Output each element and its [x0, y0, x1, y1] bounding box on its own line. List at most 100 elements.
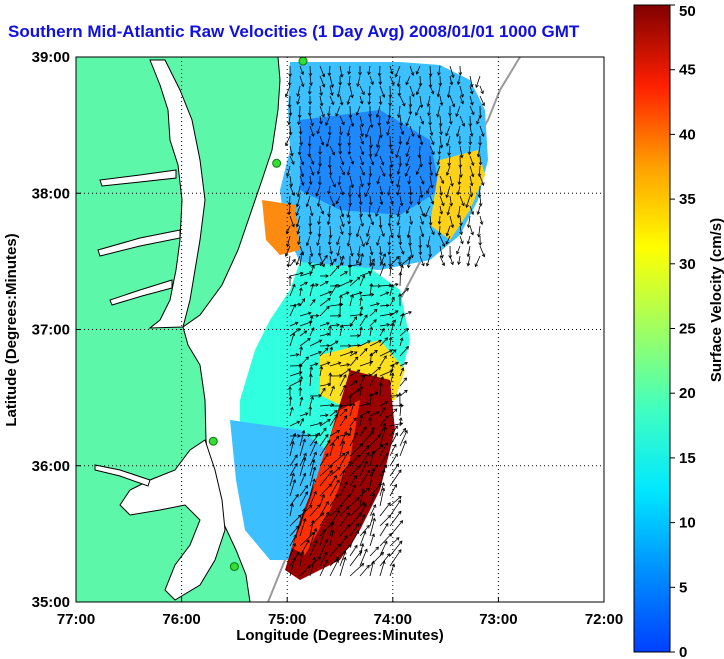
- velocity-arrow: [379, 401, 388, 407]
- velocity-arrowhead: [361, 172, 365, 176]
- velocity-arrowhead: [334, 410, 338, 414]
- velocity-arrow: [399, 125, 404, 135]
- velocity-arrow: [379, 185, 383, 195]
- velocity-arrowhead: [447, 152, 452, 157]
- velocity-arrow: [349, 388, 360, 397]
- velocity-arrowhead: [426, 103, 431, 108]
- velocity-arrow: [308, 145, 311, 157]
- velocity-arrow: [289, 185, 295, 196]
- velocity-arrowhead: [459, 222, 463, 227]
- velocity-arrow: [448, 145, 451, 156]
- velocity-arrowhead: [353, 351, 358, 355]
- velocity-arrow: [309, 175, 312, 185]
- velocity-arrow: [338, 175, 341, 185]
- velocity-arrowhead: [338, 504, 343, 509]
- velocity-arrowhead: [346, 172, 351, 176]
- velocity-arrowhead: [343, 408, 348, 413]
- velocity-arrow: [296, 195, 301, 207]
- velocity-arrow: [365, 125, 371, 138]
- velocity-arrowhead: [393, 443, 397, 448]
- velocity-arrow: [299, 376, 302, 387]
- velocity-arrowhead: [450, 182, 454, 187]
- velocity-arrowhead: [317, 233, 322, 238]
- velocity-arrowhead: [314, 539, 318, 544]
- velocity-arrowhead: [402, 427, 407, 432]
- velocity-arrow: [405, 75, 411, 85]
- velocity-arrow: [349, 263, 362, 267]
- y-axis-label: Latitude (Degrees:Minutes): [3, 233, 20, 426]
- velocity-arrowhead: [292, 258, 296, 263]
- velocity-arrowhead: [328, 465, 333, 469]
- velocity-arrow: [469, 225, 474, 235]
- velocity-arrowhead: [294, 462, 298, 467]
- velocity-arrow: [429, 165, 433, 176]
- velocity-arrow: [389, 362, 399, 367]
- velocity-arrowhead: [298, 363, 303, 368]
- velocity-arrowhead: [358, 549, 363, 554]
- velocity-arrowhead: [308, 231, 313, 236]
- velocity-arrow: [289, 421, 300, 427]
- velocity-arrowhead: [301, 429, 306, 434]
- velocity-arrowhead: [369, 282, 374, 287]
- velocity-arrowhead: [459, 174, 463, 178]
- velocity-arrowhead: [394, 310, 399, 314]
- velocity-arrow: [289, 272, 304, 277]
- x-axis-ticks: 77:00 76:00 75:00 74:00 73:00 72:00: [57, 597, 623, 628]
- velocity-arrowhead: [307, 433, 312, 438]
- velocity-arrow: [289, 175, 292, 187]
- velocity-arrowhead: [294, 454, 298, 459]
- velocity-arrowhead: [384, 442, 388, 446]
- velocity-arrowhead: [351, 402, 355, 406]
- velocity-arrowhead: [374, 349, 378, 354]
- velocity-arrowhead: [346, 505, 350, 510]
- velocity-arrow: [329, 85, 333, 96]
- velocity-arrow: [409, 185, 412, 195]
- velocity-arrow: [289, 543, 296, 557]
- velocity-arrowhead: [388, 533, 393, 537]
- velocity-arrow: [309, 135, 311, 147]
- velocity-arrowhead: [480, 90, 484, 95]
- velocity-arrowhead: [312, 478, 316, 483]
- velocity-arrow: [429, 225, 435, 235]
- velocity-arrowhead: [360, 133, 364, 137]
- velocity-arrow: [306, 195, 311, 207]
- velocity-arrowhead: [381, 482, 385, 486]
- velocity-arrowhead: [326, 361, 331, 365]
- velocity-arrow: [349, 351, 358, 357]
- velocity-arrowhead: [388, 214, 393, 219]
- velocity-arrowhead: [316, 203, 321, 207]
- velocity-arrow: [299, 321, 313, 327]
- velocity-arrowhead: [391, 81, 395, 86]
- velocity-arrow: [409, 195, 412, 205]
- velocity-arrowhead: [323, 427, 327, 432]
- velocity-arrow: [299, 135, 302, 146]
- velocity-arrowhead: [337, 361, 342, 366]
- velocity-arrowhead: [405, 141, 410, 146]
- velocity-arrow: [409, 215, 412, 225]
- velocity-arrowhead: [302, 517, 307, 522]
- velocity-arrowhead: [313, 451, 317, 456]
- velocity-arrow: [389, 175, 393, 184]
- velocity-arrowhead: [350, 293, 354, 298]
- velocity-arrow: [309, 374, 312, 387]
- velocity-arrow: [329, 347, 333, 357]
- velocity-arrow: [356, 225, 361, 237]
- velocity-arrow: [309, 467, 316, 487]
- velocity-arrow: [339, 325, 343, 337]
- velocity-arrowhead: [408, 104, 413, 108]
- velocity-arrowhead: [417, 154, 422, 159]
- x-tick-label: 76:00: [162, 611, 200, 628]
- velocity-arrowhead: [415, 71, 420, 75]
- velocity-arrowhead: [316, 242, 320, 247]
- velocity-arrowhead: [431, 231, 435, 236]
- velocity-arrowhead: [379, 261, 384, 266]
- velocity-arrowhead: [376, 144, 380, 149]
- velocity-arrowhead: [478, 115, 483, 119]
- velocity-arrowhead: [346, 132, 351, 137]
- velocity-arrowhead: [335, 200, 340, 205]
- velocity-arrow: [399, 115, 402, 126]
- velocity-arrowhead: [372, 504, 377, 508]
- velocity-arrow: [418, 125, 421, 138]
- velocity-arrowhead: [317, 221, 321, 226]
